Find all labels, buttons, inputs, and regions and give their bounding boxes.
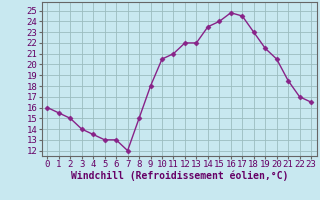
X-axis label: Windchill (Refroidissement éolien,°C): Windchill (Refroidissement éolien,°C) [70,171,288,181]
